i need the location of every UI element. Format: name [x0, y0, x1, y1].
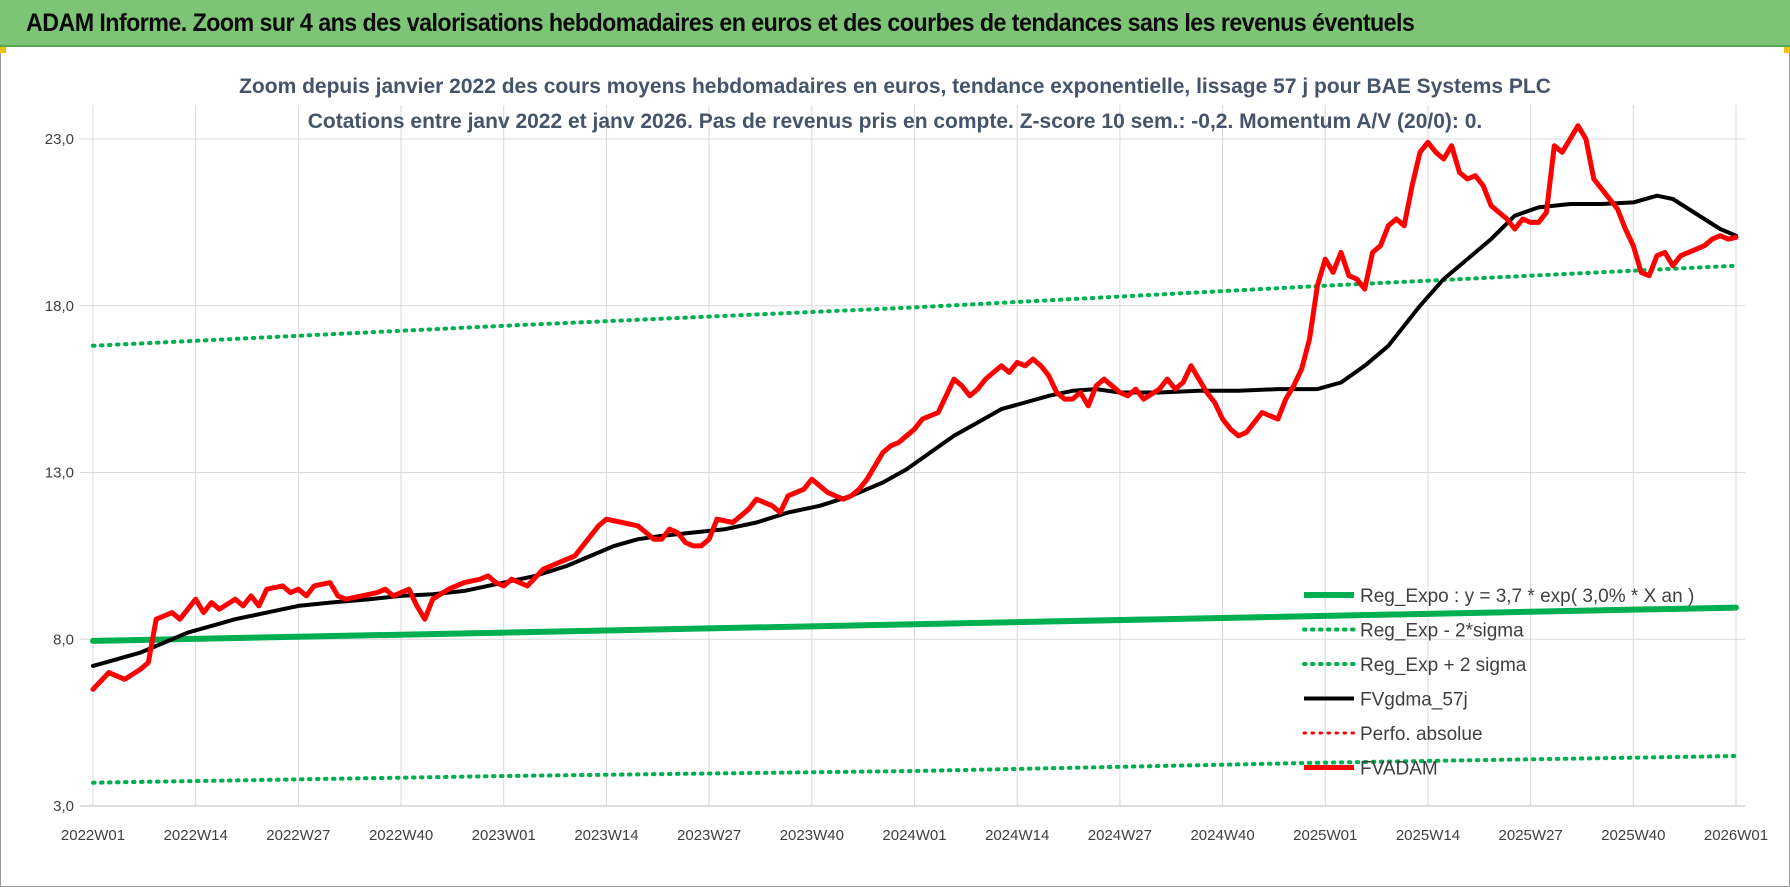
reg-exp-plus-2sigma-line	[91, 263, 1738, 348]
x-tick-label: 2022W40	[369, 827, 433, 844]
legend-reg-exp-minus-label: Reg_Exp - 2*sigma	[1360, 621, 1524, 642]
fvadam-line	[90, 123, 1739, 692]
x-tick-label: 2025W01	[1293, 827, 1357, 844]
y-tick-label: 18,0	[45, 298, 74, 315]
title-banner: ADAM Informe. Zoom sur 4 ans des valoris…	[0, 0, 1790, 47]
legend-reg-exp-plus-label: Reg_Exp + 2 sigma	[1360, 655, 1527, 676]
x-tick-label: 2024W01	[882, 827, 946, 844]
chart-grid	[80, 105, 1745, 807]
y-tick-label: 23,0	[45, 131, 74, 148]
series-group	[90, 123, 1739, 785]
frame-corner-marker	[1784, 47, 1790, 53]
legend-fvadam-label: FVADAM	[1360, 759, 1438, 780]
y-tick-label: 8,0	[53, 631, 74, 648]
x-tick-label: 2025W14	[1396, 827, 1460, 844]
x-tick-label: 2023W40	[780, 827, 844, 844]
x-tick-label: 2024W14	[985, 827, 1049, 844]
chart-title: Zoom depuis janvier 2022 des cours moyen…	[239, 75, 1551, 98]
legend-perfo-label: Perfo. absolue	[1360, 724, 1483, 745]
x-tick-label: 2022W01	[61, 827, 125, 844]
x-tick-label: 2025W27	[1499, 827, 1563, 844]
reg-expo-line	[90, 604, 1739, 644]
y-tick-label: 3,0	[53, 798, 74, 815]
x-axis: 2022W01 2022W14 2022W27 2022W40 2023W01 2023W…	[61, 827, 1768, 844]
y-axis: 3,0 8,0 13,0 18,0 23,0	[45, 131, 74, 815]
report-title: ADAM Informe. Zoom sur 4 ans des valoris…	[26, 9, 1415, 37]
chart-subtitle: Cotations entre janv 2022 et janv 2026. …	[308, 110, 1482, 133]
reg-exp-minus-2sigma-line	[91, 754, 1738, 785]
x-tick-label: 2022W14	[164, 827, 228, 844]
x-tick-label: 2024W40	[1190, 827, 1254, 844]
x-tick-label: 2022W27	[266, 827, 330, 844]
x-tick-label: 2023W01	[472, 827, 536, 844]
x-tick-label: 2024W27	[1088, 827, 1152, 844]
x-tick-label: 2026W01	[1704, 827, 1768, 844]
legend-reg-expo-label: Reg_Expo : y = 3,7 * exp( 3,0% * X an )	[1360, 586, 1694, 607]
x-tick-label: 2023W27	[677, 827, 741, 844]
x-tick-label: 2023W14	[574, 827, 638, 844]
fvgdma-57j-line	[91, 193, 1738, 668]
x-tick-label: 2025W40	[1601, 827, 1665, 844]
frame-corner-marker	[0, 47, 6, 53]
legend-fvgdma-label: FVgdma_57j	[1360, 690, 1468, 711]
y-tick-label: 13,0	[45, 465, 74, 482]
chart-legend: Reg_Expo : y = 3,7 * exp( 3,0% * X an ) R…	[1302, 586, 1694, 780]
